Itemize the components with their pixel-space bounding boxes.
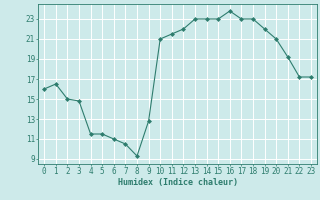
X-axis label: Humidex (Indice chaleur): Humidex (Indice chaleur) xyxy=(118,178,238,187)
